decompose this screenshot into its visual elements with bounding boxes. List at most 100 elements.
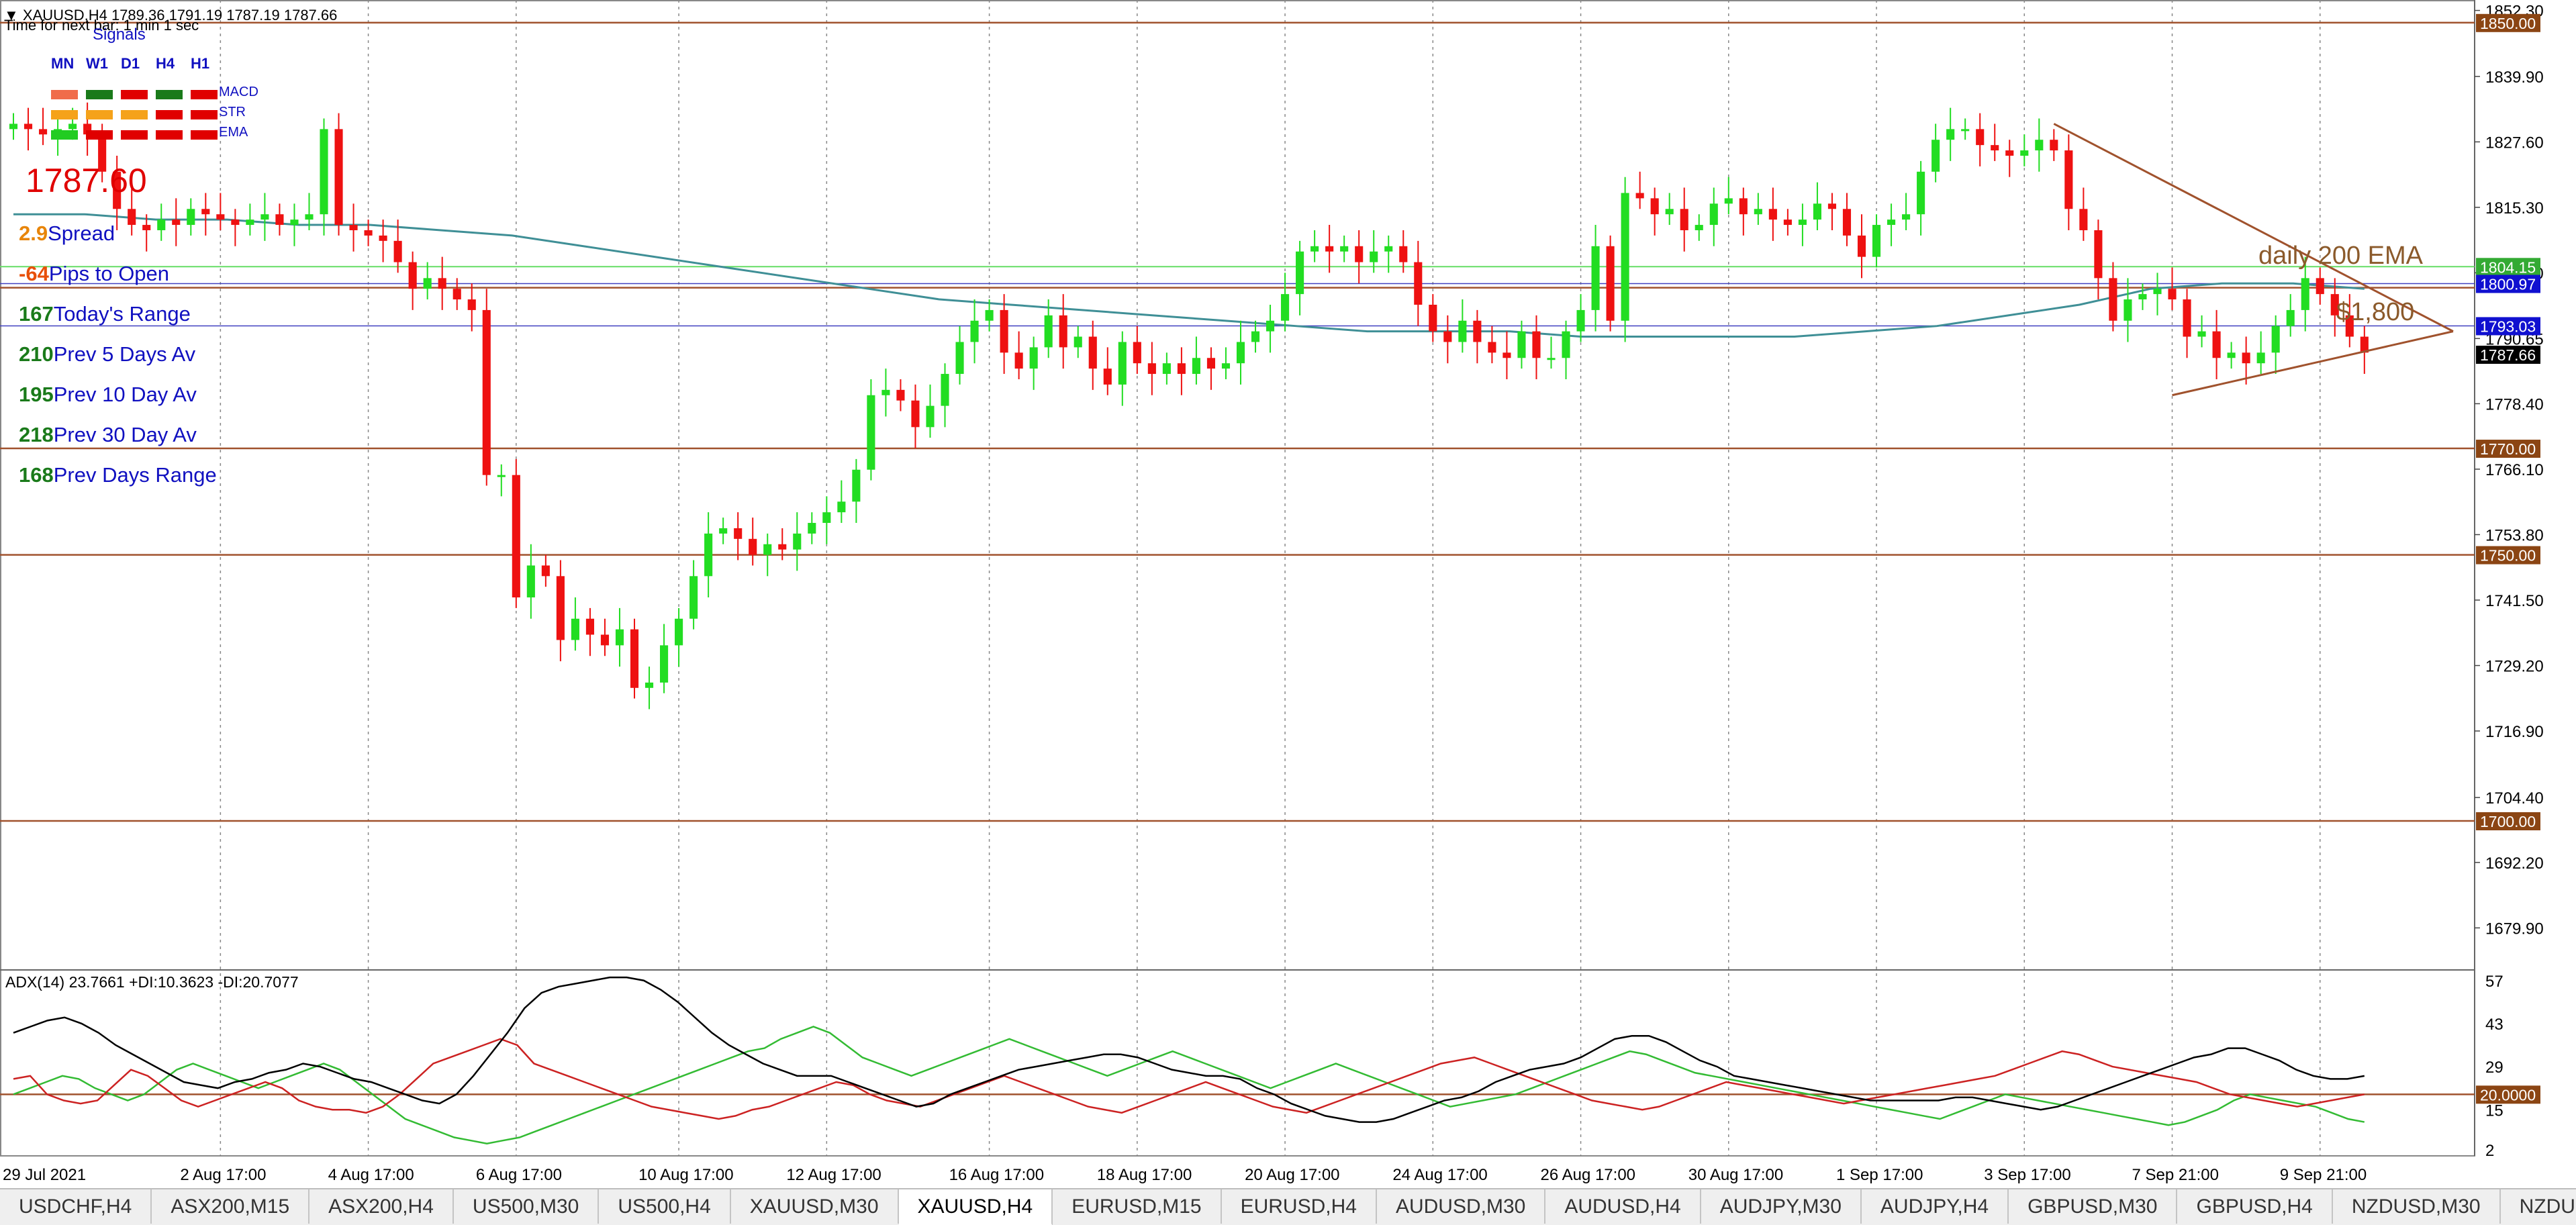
chart-tab[interactable]: AUDUSD,M30	[1377, 1189, 1546, 1224]
candle-body	[896, 389, 905, 401]
info-row: 210Prev 5 Days Av	[19, 342, 195, 366]
candle-body	[2256, 352, 2265, 364]
candle-body	[1502, 352, 1511, 358]
x-tick-label: 10 Aug 17:00	[638, 1166, 733, 1184]
info-label: Prev 30 Day Av	[53, 423, 197, 446]
chart-tab[interactable]: NZDUSD,M30	[2333, 1189, 2501, 1224]
x-tick-label: 3 Sep 17:00	[1984, 1166, 2070, 1184]
candle-body	[2020, 150, 2029, 156]
candle-body	[512, 475, 520, 598]
chart-tab[interactable]: EURUSD,M15	[1053, 1189, 1222, 1224]
candle-body	[68, 124, 77, 130]
x-tick-label: 29 Jul 2021	[3, 1166, 86, 1184]
price-level-label: 1787.66	[2480, 346, 2536, 364]
symbol-line: XAUUSD,H4 1789.36 1791.19 1787.19 1787.6…	[22, 7, 338, 23]
chart-tab[interactable]: EURUSD,H4	[1222, 1189, 1377, 1224]
signal-timeframe: H4	[156, 55, 175, 72]
candle-body	[1724, 198, 1733, 204]
chart-tab[interactable]: GBPUSD,M30	[2009, 1189, 2178, 1224]
candle-body	[2153, 289, 2162, 295]
y-tick-label: 1692.20	[2485, 854, 2544, 873]
candle-body	[2064, 150, 2073, 209]
candle-body	[201, 209, 210, 215]
price-level-label: 1800.97	[2480, 276, 2536, 293]
candle-body	[1429, 304, 1437, 332]
candle-body	[1399, 246, 1408, 262]
candle-body	[867, 395, 875, 470]
info-row: -64Pips to Open	[19, 262, 169, 286]
info-label: Prev Days Range	[53, 463, 217, 487]
ema-annotation: daily 200 EMA	[2258, 242, 2424, 270]
info-row: 168Prev Days Range	[19, 463, 217, 487]
candle-body	[793, 533, 802, 550]
candle-body	[1236, 342, 1245, 364]
candle-body	[1798, 219, 1807, 226]
candle-body	[2242, 352, 2250, 364]
chart-tab[interactable]: GBPUSD,H4	[2177, 1189, 2333, 1224]
candle-body	[1370, 251, 1378, 262]
adx-y-tick-label: 29	[2485, 1059, 2503, 1077]
candle-body	[2316, 278, 2324, 295]
candle-body	[1414, 262, 1423, 305]
candle-body	[1000, 309, 1008, 353]
collapse-arrow-icon[interactable]: ▼	[4, 7, 19, 23]
candle-body	[630, 629, 639, 688]
candle-body	[1976, 129, 1985, 146]
candle-body	[290, 219, 299, 226]
candle-body	[571, 618, 579, 640]
signal-cell	[86, 110, 113, 119]
candle-body	[2183, 299, 2191, 337]
candle-body	[1931, 140, 1940, 172]
candle-body	[1206, 358, 1216, 369]
chart-tab[interactable]: NZDUSD,H4	[2501, 1189, 2576, 1224]
x-tick-label: 9 Sep 21:00	[2280, 1166, 2367, 1184]
candle-body	[2197, 331, 2206, 337]
price-level-label: 1850.00	[2480, 15, 2536, 32]
candle-body	[1768, 209, 1777, 220]
candle-body	[393, 240, 402, 262]
chart-tab[interactable]: US500,M30	[454, 1189, 600, 1224]
candle-body	[157, 219, 166, 230]
chart-tab[interactable]: AUDJPY,H4	[1862, 1189, 2009, 1224]
candle-body	[1443, 331, 1452, 342]
ema200-line	[13, 213, 2365, 338]
candle-body	[1813, 203, 1821, 220]
candle-body	[689, 576, 698, 619]
candle-body	[349, 225, 358, 230]
candle-body	[763, 544, 772, 555]
candle-body	[1029, 347, 1038, 369]
bid-price: 1787.60	[26, 162, 147, 199]
candle-body	[187, 209, 195, 226]
y-tick-label: 1729.20	[2485, 658, 2544, 676]
signal-timeframe: W1	[86, 55, 108, 72]
chart-tab[interactable]: AUDJPY,M30	[1701, 1189, 1862, 1224]
chart-tab[interactable]: AUDUSD,H4	[1545, 1189, 1701, 1224]
candle-body	[778, 544, 787, 550]
chart-tabs: USDCHF,H4 ASX200,M15 ASX200,H4 US500,M30 US5…	[0, 1188, 2576, 1225]
chart-tab[interactable]: ASX200,M15	[152, 1189, 310, 1224]
chart-tab[interactable]: XAUUSD,M30	[731, 1189, 899, 1224]
candle-body	[526, 565, 535, 598]
candle-body	[1961, 129, 1970, 132]
adx-area	[0, 976, 2475, 1144]
x-tick-label: 24 Aug 17:00	[1392, 1166, 1487, 1184]
signal-timeframe: MN	[51, 55, 75, 72]
price-level-box	[2476, 317, 2540, 336]
chart-tab[interactable]: XAUUSD,H4	[898, 1189, 1053, 1225]
candle-body	[2109, 278, 2117, 321]
candle-body	[1088, 336, 1097, 369]
candle-body	[379, 235, 387, 241]
candle-body	[1221, 363, 1231, 369]
candle-body	[1902, 214, 1911, 220]
chart-tab[interactable]: US500,H4	[599, 1189, 731, 1224]
candle-body	[645, 682, 654, 688]
candle-body	[881, 389, 890, 395]
trading-chart[interactable]: 29 Jul 2021 2 Aug 17:00 4 Aug 17:00 6 Aug 1…	[0, 0, 2576, 1188]
candle-body	[2138, 294, 2147, 300]
info-row: 167Today's Range	[19, 302, 191, 326]
candle-body	[482, 309, 491, 475]
chart-tab[interactable]: USDCHF,H4	[0, 1189, 152, 1224]
chart-tab[interactable]: ASX200,H4	[309, 1189, 454, 1224]
candle-body	[2168, 289, 2177, 300]
candle-body	[334, 129, 343, 226]
